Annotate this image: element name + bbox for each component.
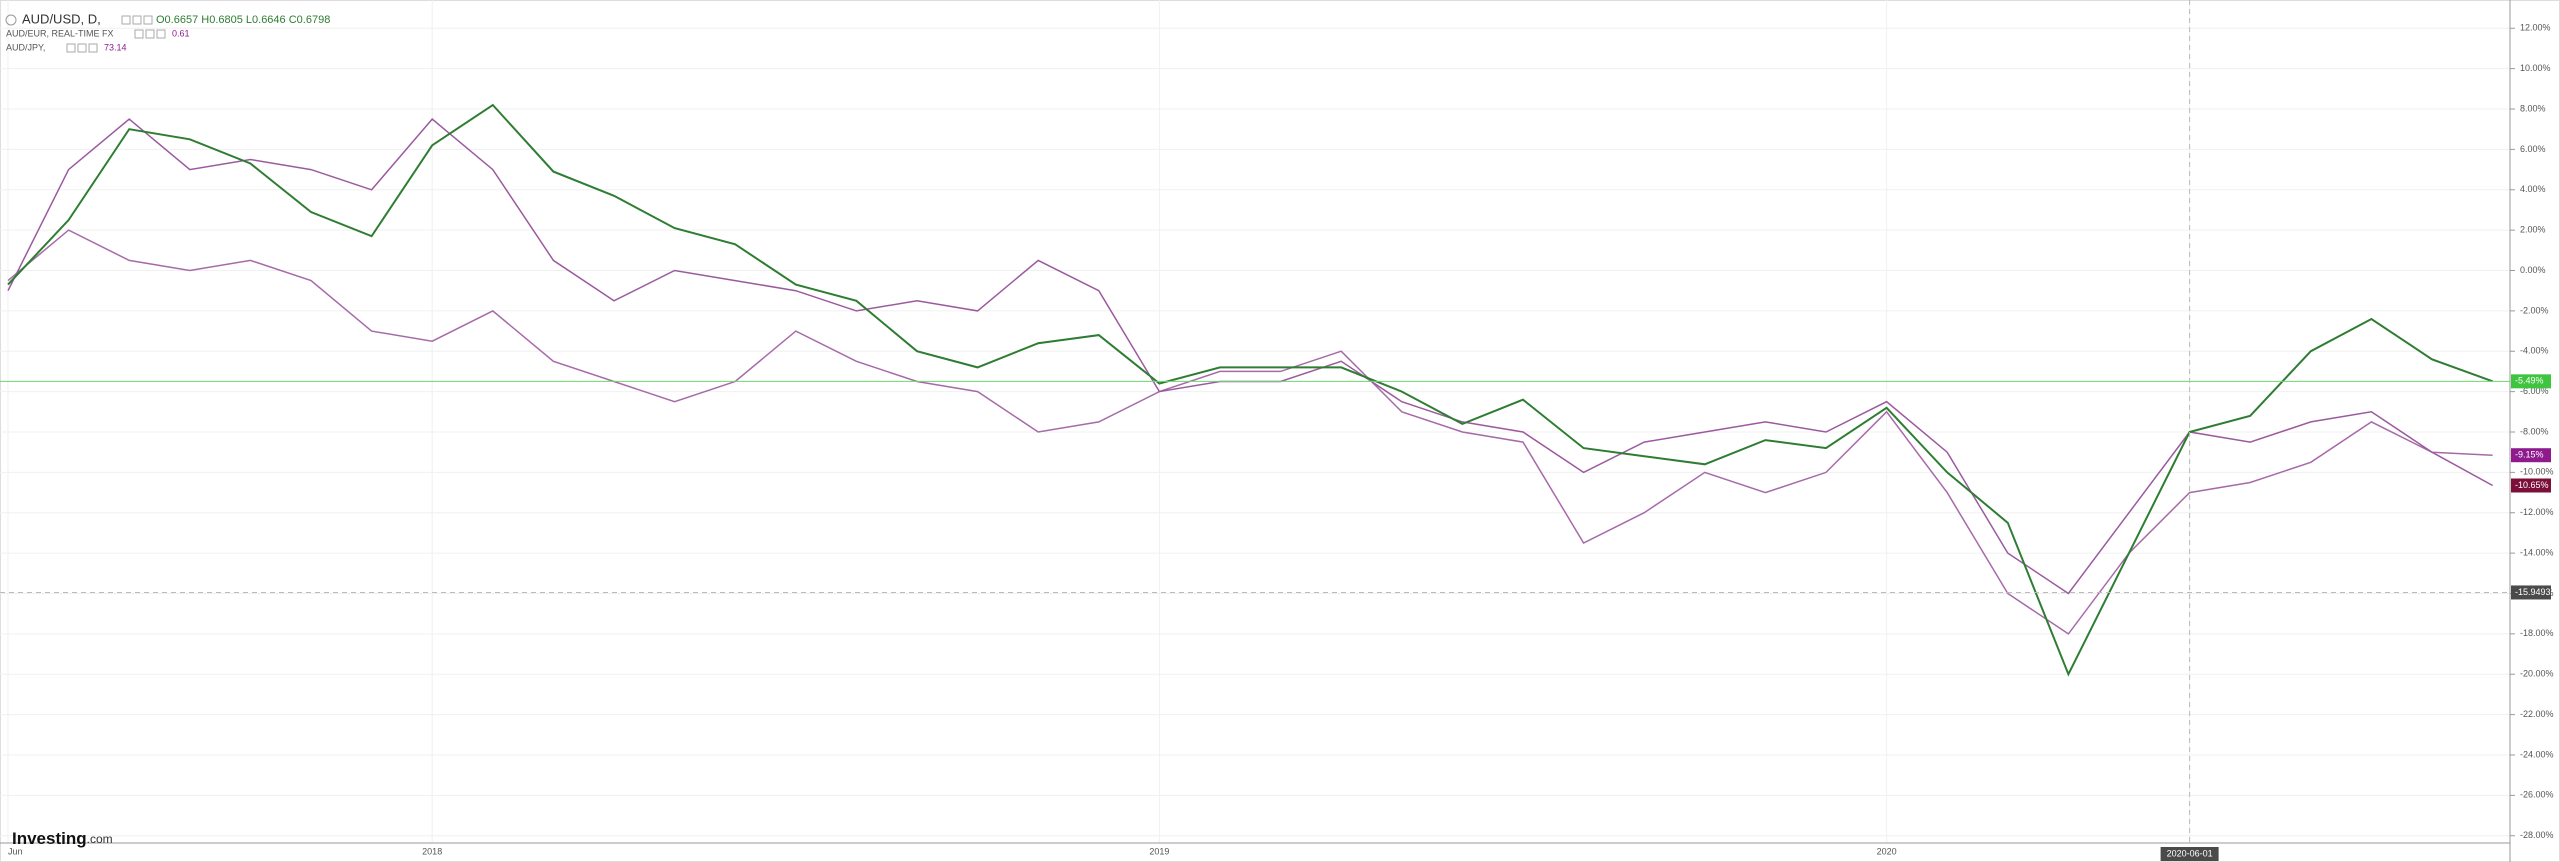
y-tick-label: -18.00% xyxy=(2520,628,2554,638)
y-tick-label: 8.00% xyxy=(2520,103,2546,113)
legend-button[interactable] xyxy=(145,29,155,39)
logo-text: Investing xyxy=(12,829,87,848)
crosshair-y-box xyxy=(2511,585,2551,600)
x-tick-label: 2020 xyxy=(1877,846,1897,856)
legend-button[interactable] xyxy=(143,15,153,25)
legend-button[interactable] xyxy=(134,29,144,39)
y-tick-label: -10.00% xyxy=(2520,467,2554,477)
legend-name: AUD/USD, D, xyxy=(22,11,101,26)
y-tick-label: -20.00% xyxy=(2520,669,2554,679)
logo-suffix: .com xyxy=(87,832,113,846)
y-tick-label: 10.00% xyxy=(2520,63,2551,73)
value-label: -9.15% xyxy=(2515,450,2544,460)
legend-button[interactable] xyxy=(121,15,131,25)
grid xyxy=(0,0,2515,843)
y-tick-label: -8.00% xyxy=(2520,426,2549,436)
y-tick-label: -28.00% xyxy=(2520,830,2554,840)
y-tick-label: 6.00% xyxy=(2520,144,2546,154)
value-label-box xyxy=(2511,478,2551,493)
logo: Investing.com xyxy=(12,829,113,848)
legend-quote: 73.14 xyxy=(104,42,127,52)
value-label: -5.49% xyxy=(2515,376,2544,386)
y-tick-label: -2.00% xyxy=(2520,305,2549,315)
y-tick-label: 0.00% xyxy=(2520,265,2546,275)
collapse-icon[interactable] xyxy=(5,14,17,26)
legend-quote: O0.6657 H0.6805 L0.6646 C0.6798 xyxy=(156,14,330,26)
y-tick-label: 2.00% xyxy=(2520,225,2546,235)
y-tick-label: -4.00% xyxy=(2520,346,2549,356)
x-tick-label: Jun xyxy=(8,846,23,856)
series-line xyxy=(7,229,2493,635)
legend-name: AUD/JPY, xyxy=(6,42,45,52)
series-line xyxy=(7,103,2493,677)
plot xyxy=(0,103,2510,677)
x-tick-label: 2018 xyxy=(422,846,442,856)
legend-quote: 0.61 xyxy=(172,28,190,38)
crosshair-x-box xyxy=(2160,847,2219,861)
value-label: -10.65% xyxy=(2515,480,2549,490)
legend-button[interactable] xyxy=(66,43,76,53)
legend-button[interactable] xyxy=(132,15,142,25)
y-tick-label: -26.00% xyxy=(2520,790,2554,800)
crosshair-y-label: -15.9493 xyxy=(2515,587,2551,597)
y-tick-label: -14.00% xyxy=(2520,547,2554,557)
value-label-box xyxy=(2511,448,2551,463)
value-label-box xyxy=(2511,374,2551,389)
legend-button[interactable] xyxy=(88,43,98,53)
legend-button[interactable] xyxy=(156,29,166,39)
y-tick-label: 4.00% xyxy=(2520,184,2546,194)
y-tick-label: -6.00% xyxy=(2520,386,2549,396)
y-tick-label: -24.00% xyxy=(2520,749,2554,759)
y-tick-label: -22.00% xyxy=(2520,709,2554,719)
x-tick-label: 2019 xyxy=(1149,846,1169,856)
y-tick-label: -12.00% xyxy=(2520,507,2554,517)
legend-name: AUD/EUR, REAL-TIME FX xyxy=(6,28,114,38)
x-tick-label: 2020-06-01 xyxy=(2167,848,2213,858)
legend-button[interactable] xyxy=(77,43,87,53)
y-tick-label: 12.00% xyxy=(2520,23,2551,33)
